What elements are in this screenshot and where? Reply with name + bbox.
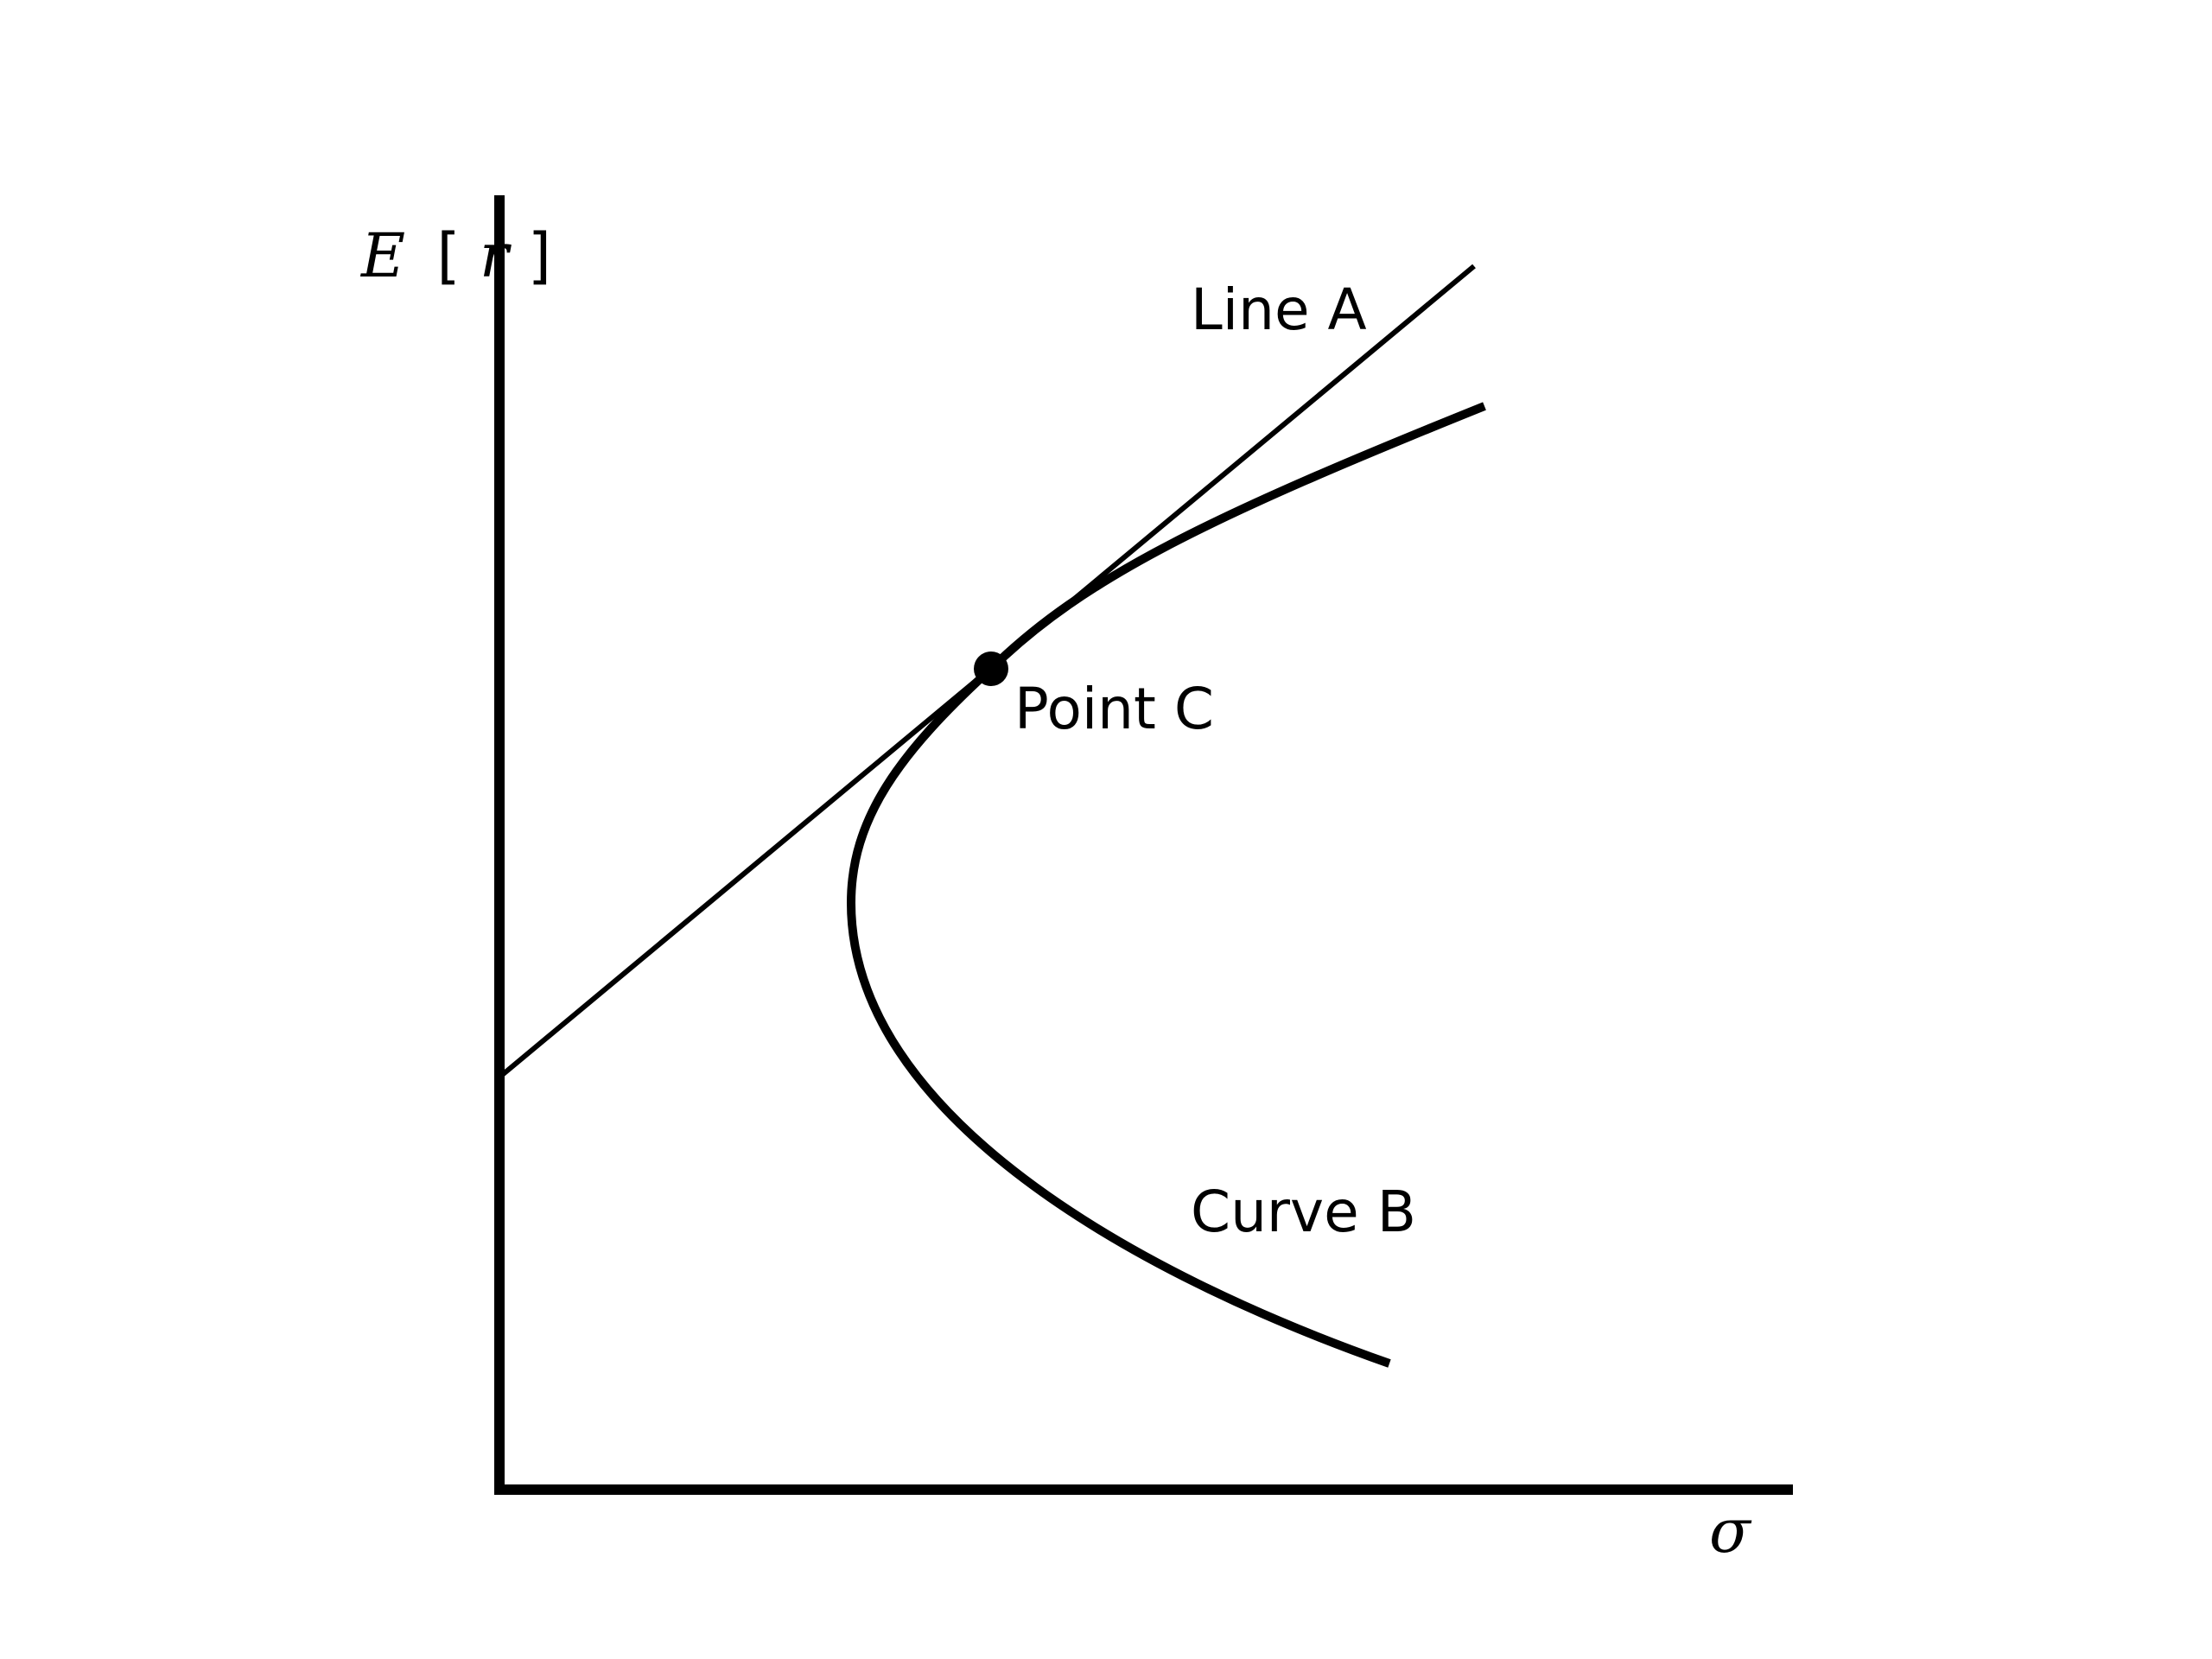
curve-b-label: Curve B xyxy=(1191,1179,1416,1245)
point-c-label: Point C xyxy=(1014,676,1214,742)
y-axis-label-close-bracket: ] xyxy=(528,220,551,291)
line-a-label: Line A xyxy=(1191,276,1367,343)
curve-b xyxy=(846,402,1486,1368)
y-axis-label-prefix: E xyxy=(359,220,405,291)
point-c-marker xyxy=(974,652,1008,686)
y-axis-label-variable: r xyxy=(480,220,512,291)
x-axis-label: σ xyxy=(1709,1496,1752,1567)
y-axis-label-open-bracket: [ xyxy=(436,220,460,291)
y-axis-label: E [ r ] xyxy=(359,220,551,291)
